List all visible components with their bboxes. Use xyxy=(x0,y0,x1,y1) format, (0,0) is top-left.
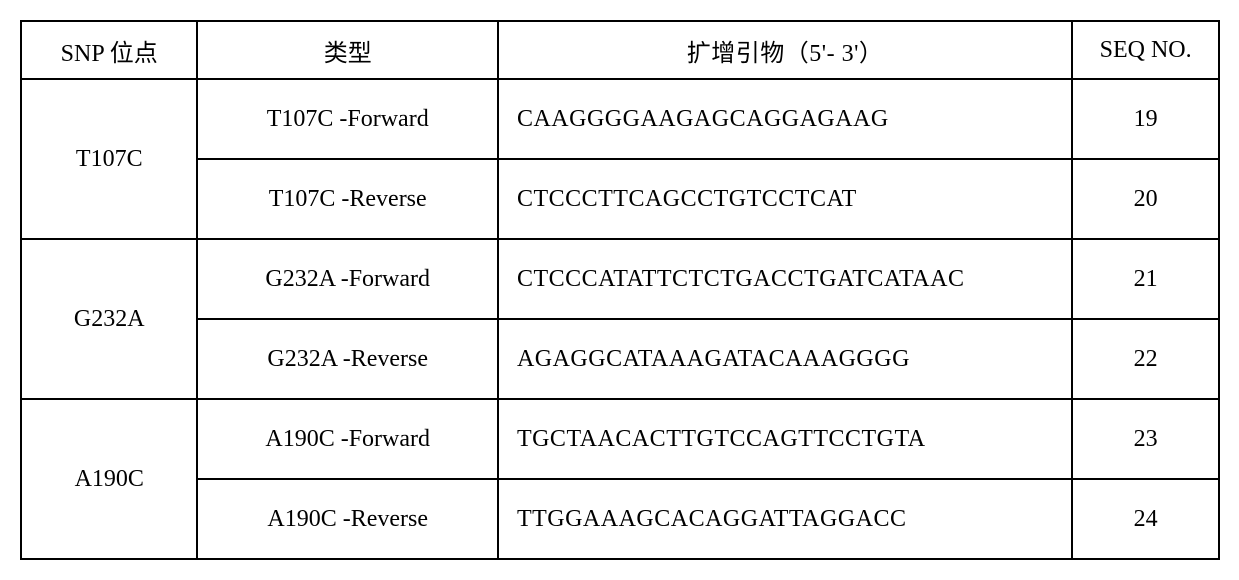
cell-type: T107C -Forward xyxy=(197,79,497,159)
cell-seq: 21 xyxy=(1072,239,1219,319)
header-snp: SNP 位点 xyxy=(21,21,197,79)
header-type: 类型 xyxy=(197,21,497,79)
cell-seq: 23 xyxy=(1072,399,1219,479)
table-row: A190C A190C -Forward TGCTAACACTTGTCCAGTT… xyxy=(21,399,1219,479)
cell-snp: A190C xyxy=(21,399,197,559)
header-seq: SEQ NO. xyxy=(1072,21,1219,79)
table-row: T107C -Reverse CTCCCTTCAGCCTGTCCTCAT 20 xyxy=(21,159,1219,239)
cell-snp: G232A xyxy=(21,239,197,399)
table-header-row: SNP 位点 类型 扩增引物（5'- 3'） SEQ NO. xyxy=(21,21,1219,79)
cell-primer: CTCCCTTCAGCCTGTCCTCAT xyxy=(498,159,1072,239)
cell-type: T107C -Reverse xyxy=(197,159,497,239)
cell-type: A190C -Forward xyxy=(197,399,497,479)
cell-seq: 24 xyxy=(1072,479,1219,559)
cell-seq: 20 xyxy=(1072,159,1219,239)
cell-snp: T107C xyxy=(21,79,197,239)
cell-type: G232A -Forward xyxy=(197,239,497,319)
cell-primer: CTCCCATATTCTCTGACCTGATCATAAC xyxy=(498,239,1072,319)
table-row: T107C T107C -Forward CAAGGGGAAGAGCAGGAGA… xyxy=(21,79,1219,159)
primer-table: SNP 位点 类型 扩增引物（5'- 3'） SEQ NO. T107C T10… xyxy=(20,20,1220,560)
table-body: T107C T107C -Forward CAAGGGGAAGAGCAGGAGA… xyxy=(21,79,1219,559)
header-primer: 扩增引物（5'- 3'） xyxy=(498,21,1072,79)
cell-seq: 22 xyxy=(1072,319,1219,399)
cell-seq: 19 xyxy=(1072,79,1219,159)
table-row: G232A G232A -Forward CTCCCATATTCTCTGACCT… xyxy=(21,239,1219,319)
table-row: G232A -Reverse AGAGGCATAAAGATACAAAGGGG 2… xyxy=(21,319,1219,399)
cell-primer: CAAGGGGAAGAGCAGGAGAAG xyxy=(498,79,1072,159)
cell-primer: TGCTAACACTTGTCCAGTTCCTGTA xyxy=(498,399,1072,479)
cell-type: G232A -Reverse xyxy=(197,319,497,399)
cell-primer: AGAGGCATAAAGATACAAAGGGG xyxy=(498,319,1072,399)
table-row: A190C -Reverse TTGGAAAGCACAGGATTAGGACC 2… xyxy=(21,479,1219,559)
cell-primer: TTGGAAAGCACAGGATTAGGACC xyxy=(498,479,1072,559)
cell-type: A190C -Reverse xyxy=(197,479,497,559)
